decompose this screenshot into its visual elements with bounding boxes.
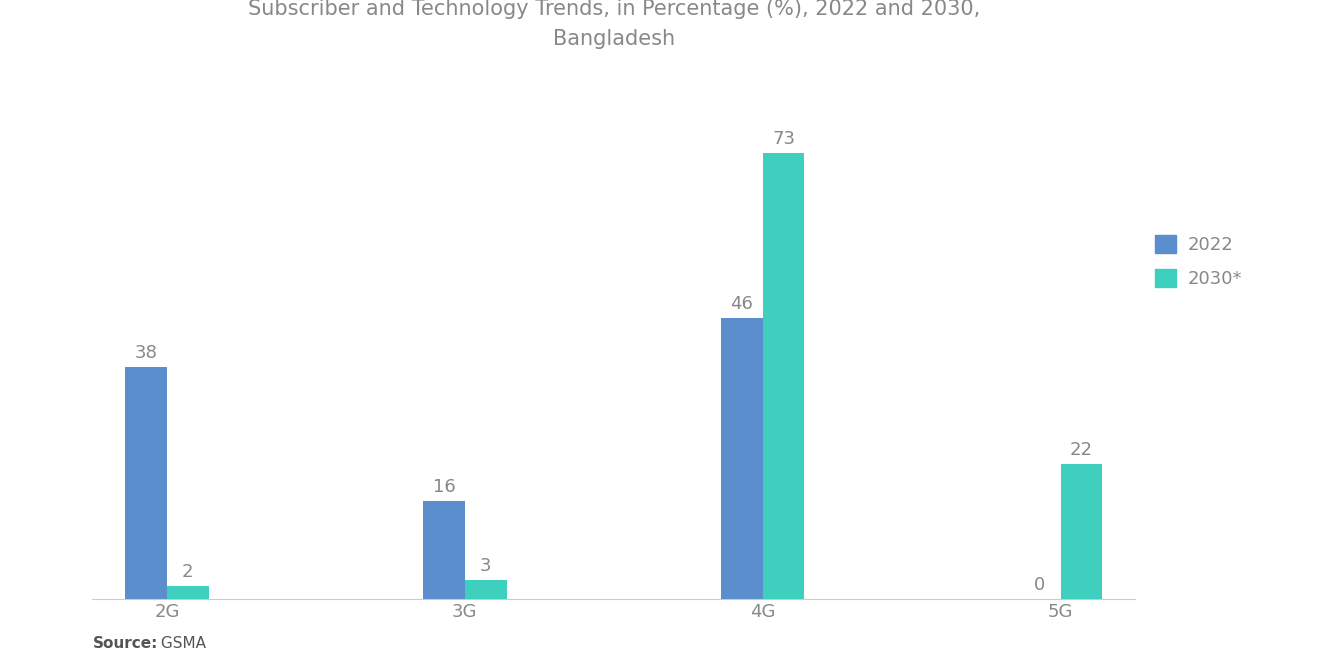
Text: 16: 16	[433, 478, 455, 496]
Text: 38: 38	[135, 344, 157, 362]
Text: 73: 73	[772, 130, 795, 148]
Bar	[465, 580, 507, 598]
Bar	[763, 153, 804, 598]
Bar	[424, 501, 465, 598]
Text: Source:: Source:	[92, 636, 158, 652]
Text: GSMA: GSMA	[156, 636, 206, 652]
Bar	[125, 366, 166, 598]
Text: 46: 46	[730, 295, 754, 313]
Text: 3: 3	[480, 557, 491, 575]
Bar	[721, 318, 763, 598]
Title: Subscriber and Technology Trends, in Percentage (%), 2022 and 2030,
Bangladesh: Subscriber and Technology Trends, in Per…	[248, 0, 979, 49]
Text: 0: 0	[1035, 576, 1045, 594]
Text: 22: 22	[1071, 442, 1093, 460]
Bar	[166, 587, 209, 598]
Text: 2: 2	[182, 563, 194, 581]
Bar	[1061, 464, 1102, 598]
Legend: 2022, 2030*: 2022, 2030*	[1155, 235, 1242, 288]
